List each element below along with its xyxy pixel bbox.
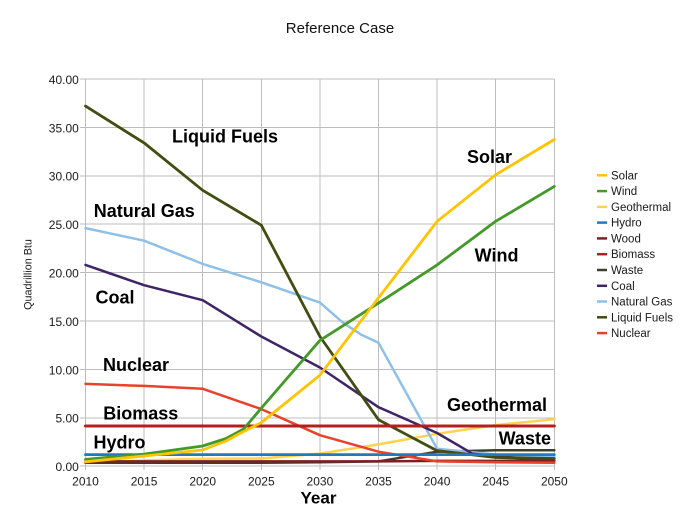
svg-text:15.00: 15.00 [49,315,79,329]
svg-text:Waste: Waste [499,429,551,449]
svg-text:Nuclear: Nuclear [103,355,169,375]
svg-text:Hydro: Hydro [611,218,642,230]
svg-text:2050: 2050 [541,475,568,489]
svg-text:10.00: 10.00 [49,363,79,377]
svg-text:2010: 2010 [72,475,99,489]
svg-text:35.00: 35.00 [49,121,79,135]
svg-text:2025: 2025 [248,475,275,489]
svg-text:2015: 2015 [131,475,158,489]
svg-text:Year: Year [301,489,337,508]
svg-text:Liquid Fuels: Liquid Fuels [172,127,278,147]
svg-text:Waste: Waste [611,265,643,277]
svg-text:Coal: Coal [95,287,134,307]
svg-text:Nuclear: Nuclear [611,328,651,340]
svg-text:25.00: 25.00 [49,218,79,232]
svg-text:Natural Gas: Natural Gas [611,297,673,309]
svg-text:Wind: Wind [611,186,637,198]
svg-text:30.00: 30.00 [49,170,79,184]
svg-text:40.00: 40.00 [49,73,79,87]
svg-text:Biomass: Biomass [103,404,178,424]
svg-text:2045: 2045 [482,475,509,489]
svg-text:Liquid Fuels: Liquid Fuels [611,312,673,324]
svg-text:Hydro: Hydro [93,433,145,453]
svg-text:Natural Gas: Natural Gas [94,201,195,221]
svg-text:Geothermal: Geothermal [611,202,671,214]
svg-text:Coal: Coal [611,281,635,293]
svg-text:Reference Case: Reference Case [286,20,394,37]
svg-text:5.00: 5.00 [55,412,79,426]
svg-text:Quadrillion Btu: Quadrillion Btu [23,239,35,310]
svg-text:Biomass: Biomass [611,249,655,261]
svg-text:Wind: Wind [475,246,519,266]
svg-text:2035: 2035 [365,475,392,489]
svg-text:2030: 2030 [307,475,334,489]
svg-text:Geothermal: Geothermal [447,395,547,415]
svg-text:Solar: Solar [611,170,638,182]
svg-text:2040: 2040 [424,475,451,489]
svg-text:2020: 2020 [189,475,216,489]
svg-text:0.00: 0.00 [55,460,79,474]
svg-text:Wood: Wood [611,233,641,245]
svg-text:Solar: Solar [467,147,512,167]
svg-text:20.00: 20.00 [49,267,79,281]
